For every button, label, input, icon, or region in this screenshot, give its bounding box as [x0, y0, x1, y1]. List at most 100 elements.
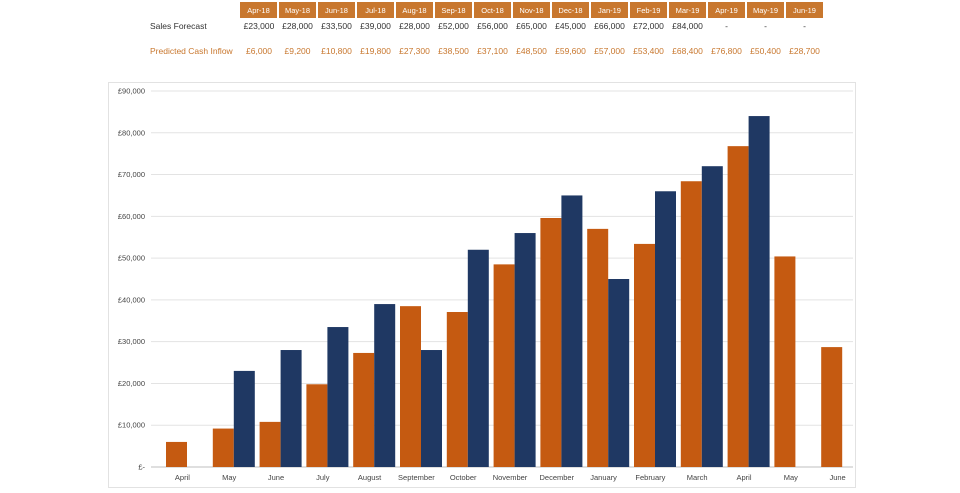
cash-inflow-bar: [400, 306, 421, 467]
sales-forecast-cell: £23,000: [243, 20, 275, 31]
cash-inflow-cell: £48,500: [516, 45, 547, 56]
cash-inflow-cell: £37,100: [477, 45, 508, 56]
cash-inflow-bar: [774, 256, 796, 467]
x-tick-label: January: [590, 473, 617, 482]
cash-inflow-bar: [212, 428, 234, 467]
month-header-cell: Jun-18: [317, 2, 357, 18]
sales-forecast-cell: £65,000: [516, 20, 547, 31]
month-header-cell: Jan-19: [590, 2, 630, 18]
month-header-cell: Apr-19: [707, 2, 747, 18]
cash-inflow-cell: £6,000: [246, 45, 272, 56]
bar-chart: £- £10,000 £20,000 £30,000 £40,000 £50,000 £60…: [118, 87, 853, 482]
sales-forecast-cell: £28,000: [399, 20, 430, 31]
sales-forecast-cell: £33,500: [321, 20, 352, 31]
cash-inflow-cell: £9,200: [284, 45, 311, 56]
x-tick-label: August: [358, 473, 382, 482]
sales-forecast-cell: £66,000: [594, 20, 625, 31]
month-header-cell: May-18: [278, 2, 318, 18]
cash-inflow-cell: £19,800: [360, 45, 391, 56]
sales-forecast-label: Sales Forecast: [150, 20, 207, 31]
month-header-cell: Apr-18: [240, 2, 279, 18]
cash-inflow-bar: [259, 421, 281, 467]
x-tick-label: October: [450, 473, 477, 482]
chart-frame: £- £10,000 £20,000 £30,000 £40,000 £50,000 £60…: [108, 82, 856, 488]
sales-forecast-cell: £28,000: [282, 20, 313, 31]
sales-forecast-bar: [514, 233, 536, 467]
sales-forecast-cell: -: [764, 20, 767, 31]
x-tick-label: December: [539, 473, 574, 482]
predicted-cash-inflow-label: Predicted Cash Inflow: [150, 45, 233, 56]
cash-inflow-cell: £50,400: [750, 45, 781, 56]
y-tick-label: £10,000: [118, 421, 145, 430]
sales-forecast-cell: -: [803, 20, 806, 31]
sales-forecast-bar: [280, 350, 302, 467]
cash-inflow-cell: £53,400: [633, 45, 664, 56]
forecast-table: Apr-18 May-18 Jun-18 Jul-18 Aug-18 Sep-18 Oct-…: [150, 2, 825, 58]
month-header-cell: Oct-18: [473, 2, 513, 18]
x-tick-label: May: [784, 473, 798, 482]
sales-forecast-bar: [374, 304, 396, 467]
y-tick-label: £50,000: [118, 254, 145, 263]
y-tick-label: £-: [138, 463, 145, 472]
predicted-cash-inflow-row: Predicted Cash Inflow £6,000 £9,200 £10,800…: [150, 43, 824, 58]
sales-forecast-bar: [421, 350, 442, 467]
x-tick-label: June: [829, 473, 845, 482]
y-tick-label: £80,000: [118, 128, 145, 137]
y-tick-label: £30,000: [118, 337, 145, 346]
cash-inflow-bar: [587, 228, 609, 467]
x-tick-label: February: [635, 473, 665, 482]
y-tick-label: £40,000: [118, 295, 145, 304]
sales-forecast-row: Sales Forecast £23,000 £28,000 £33,500 £39,0…: [150, 18, 824, 33]
cash-inflow-cell: £76,800: [711, 45, 742, 56]
cash-inflow-bar: [727, 146, 749, 467]
y-tick-label: £60,000: [118, 212, 145, 221]
sales-forecast-cell: £52,000: [438, 20, 469, 31]
sales-forecast-bar: [467, 249, 489, 467]
y-tick-label: £70,000: [118, 170, 145, 179]
month-header-cell: Aug-18: [395, 2, 435, 18]
month-header-cell: Jun-19: [785, 2, 825, 18]
cash-inflow-bar: [306, 384, 328, 467]
cash-inflow-bar: [353, 352, 375, 467]
cash-inflow-bar: [493, 264, 515, 467]
cash-inflow-cell: £38,500: [438, 45, 469, 56]
x-tick-label: April: [175, 473, 190, 482]
sales-forecast-bar: [561, 195, 583, 467]
sales-forecast-bar: [701, 166, 723, 467]
sales-forecast-cell: £45,000: [555, 20, 586, 31]
sales-forecast-cell: £84,000: [672, 20, 703, 31]
month-header-cell: Nov-18: [512, 2, 552, 18]
sales-forecast-bar: [327, 327, 349, 467]
cash-inflow-cell: £10,800: [321, 45, 352, 56]
sales-forecast-cell: -: [725, 20, 728, 31]
y-tick-label: £90,000: [118, 87, 145, 96]
month-header-cell: Mar-19: [668, 2, 708, 18]
month-header-cell: Dec-18: [551, 2, 591, 18]
cash-inflow-bar: [166, 441, 187, 467]
month-header-cell: Sep-18: [434, 2, 474, 18]
x-tick-label: September: [398, 473, 435, 482]
x-tick-label: April: [736, 473, 751, 482]
month-header-row: Apr-18 May-18 Jun-18 Jul-18 Aug-18 Sep-18 Oct-…: [150, 2, 825, 18]
sales-forecast-bar: [608, 279, 630, 467]
sales-forecast-bar: [655, 191, 676, 467]
month-header-cell: Jul-18: [356, 2, 396, 18]
x-tick-label: May: [222, 473, 236, 482]
cash-inflow-cell: £27,300: [399, 45, 430, 56]
cash-inflow-cell: £59,600: [555, 45, 586, 56]
sales-forecast-bar: [748, 116, 770, 468]
x-tick-label: July: [316, 473, 330, 482]
cash-inflow-cell: £28,700: [789, 45, 820, 56]
cash-inflow-bar: [540, 218, 562, 467]
sales-forecast-cell: £56,000: [477, 20, 508, 31]
cash-inflow-bar: [821, 347, 843, 467]
cash-inflow-cell: £68,400: [672, 45, 703, 56]
month-header-cell: May-19: [746, 2, 786, 18]
cash-inflow-cell: £57,000: [594, 45, 625, 56]
x-tick-label: March: [687, 473, 708, 482]
sales-forecast-cell: £72,000: [633, 20, 664, 31]
sales-forecast-bar: [233, 370, 255, 467]
cash-inflow-bar: [446, 312, 468, 467]
y-tick-label: £20,000: [118, 379, 145, 388]
sales-forecast-cell: £39,000: [360, 20, 391, 31]
